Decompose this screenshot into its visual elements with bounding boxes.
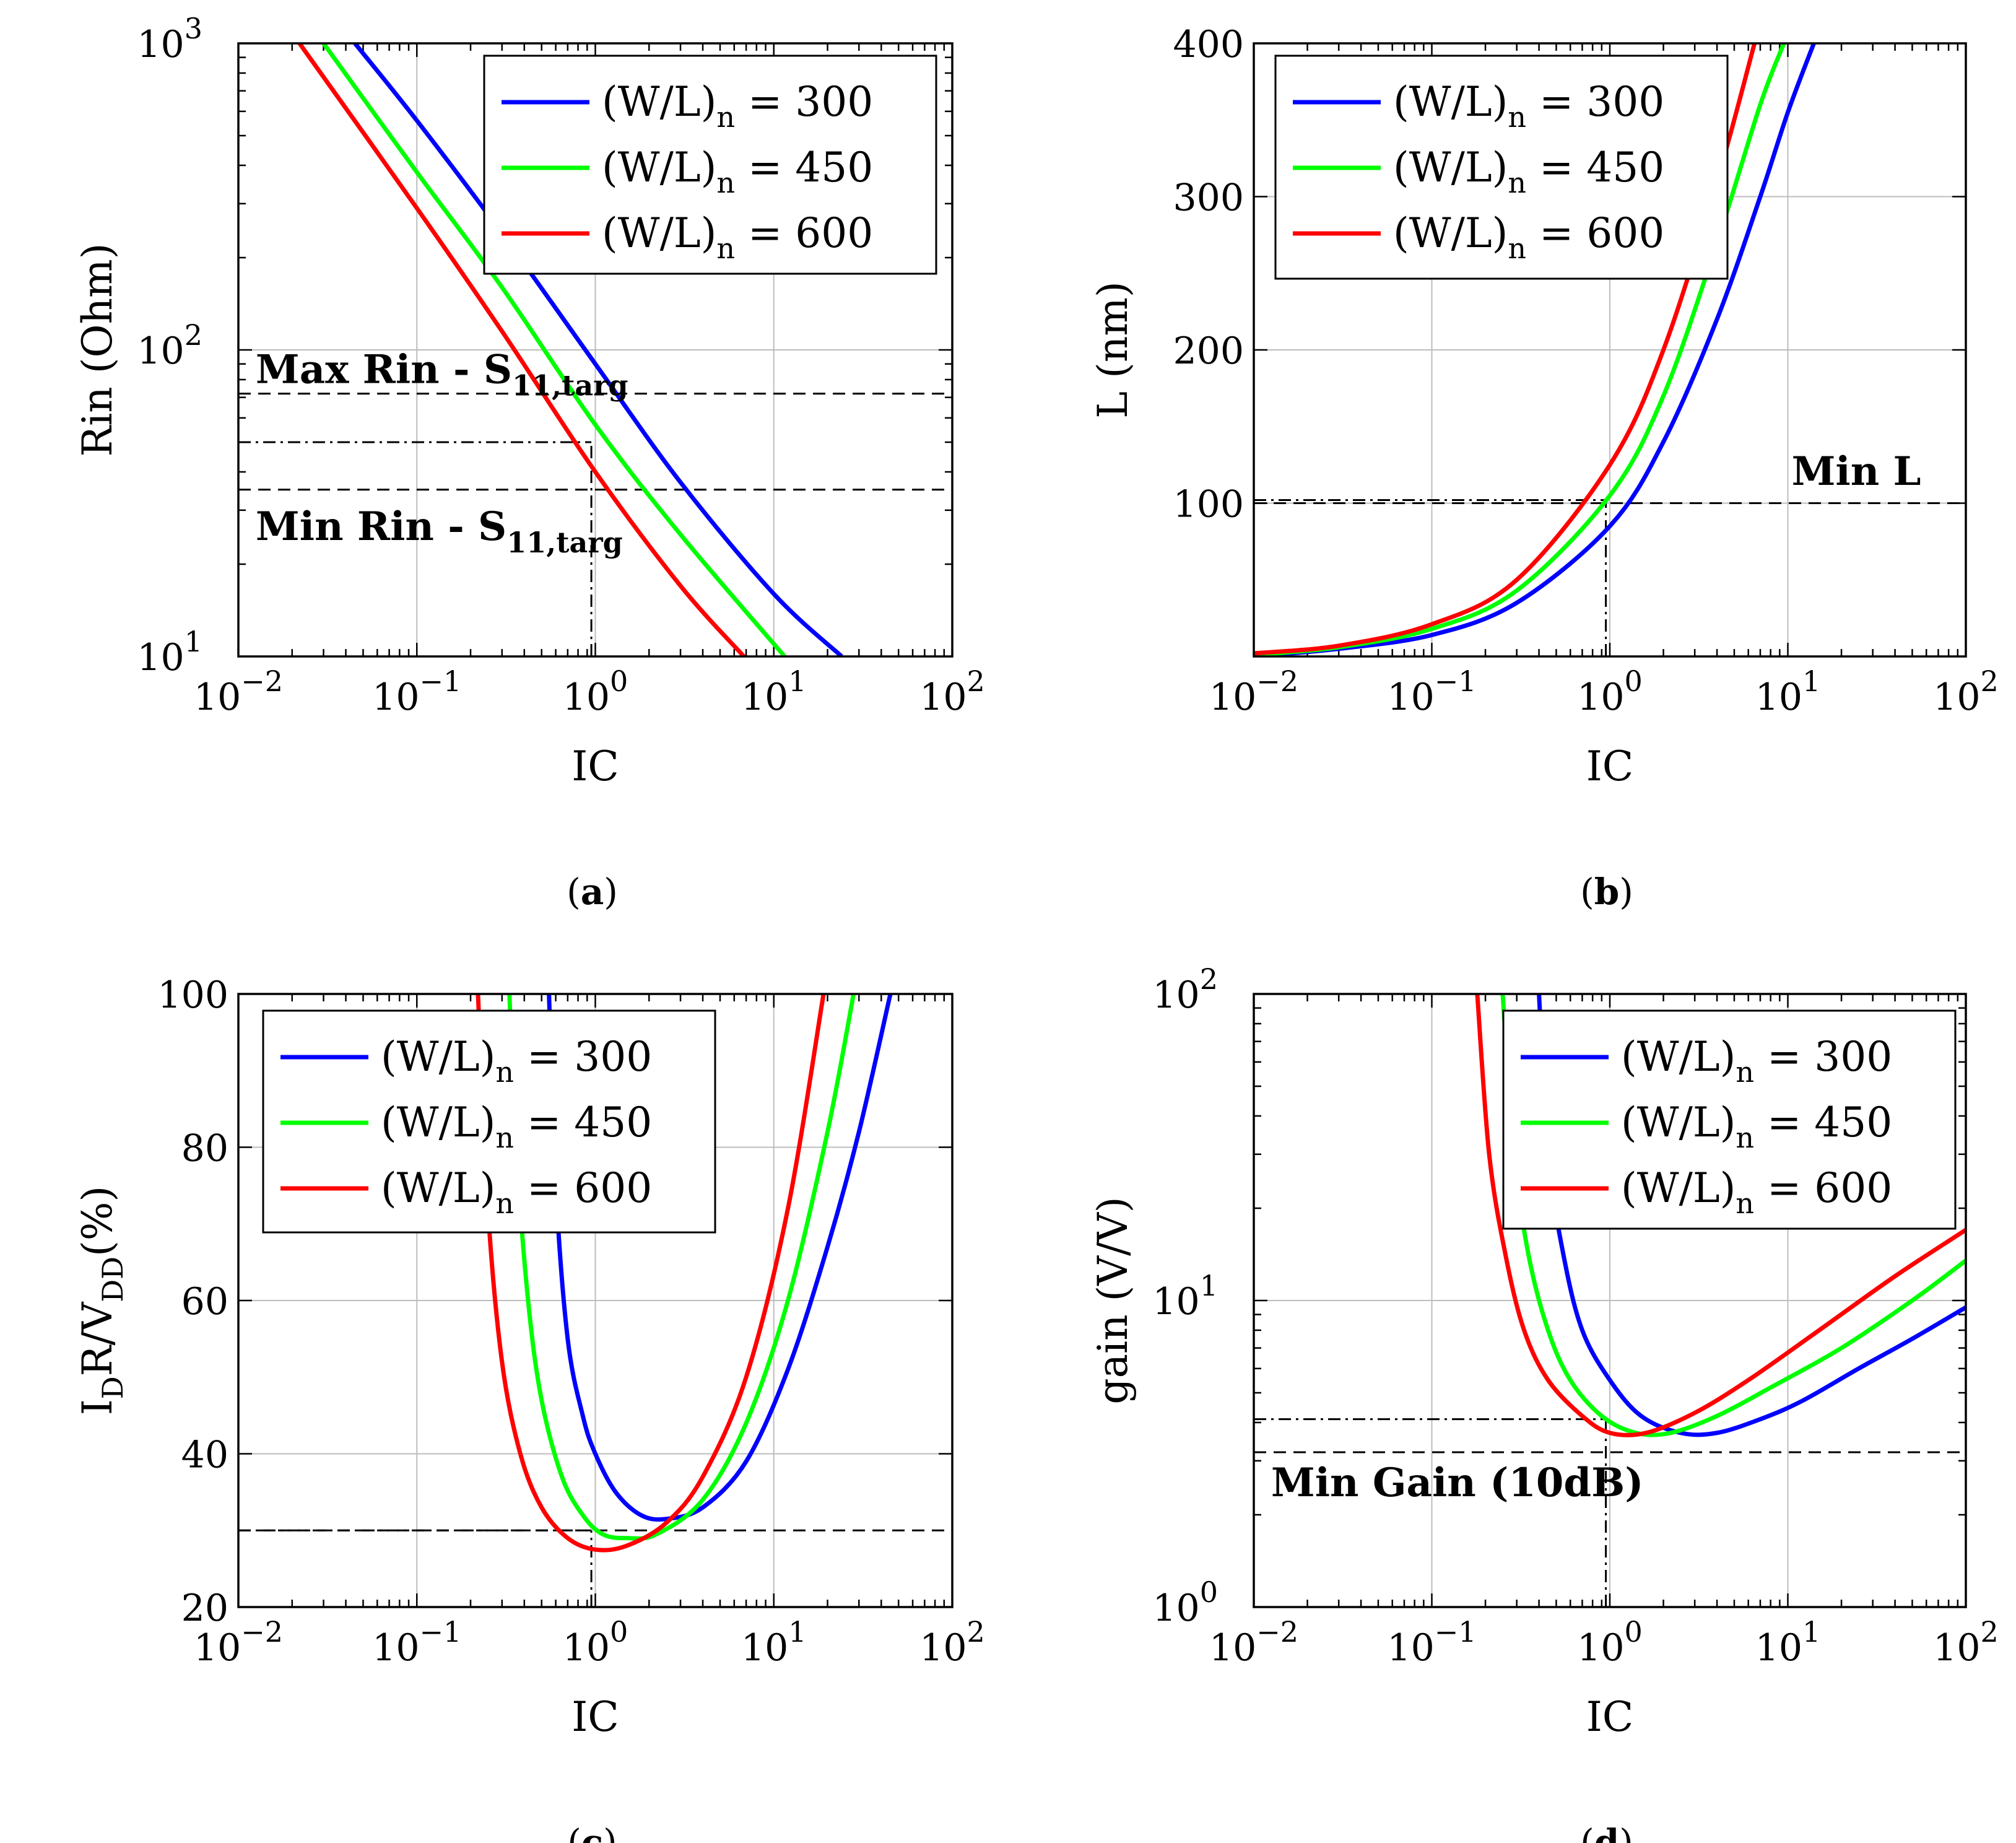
- x-tick-label: 102: [1933, 664, 1999, 719]
- panel-caption: (b): [1580, 871, 1633, 913]
- y-tick-label: 60: [181, 1280, 228, 1323]
- plot-frame: [1253, 993, 1967, 1608]
- legend-entry: (W/L)n = 450: [1621, 1099, 1892, 1154]
- series-line-2: [321, 43, 786, 656]
- chart-panel-c: 10−2 10−1 100 101 102 20 40 60 80 100 (W/L)n = 300…: [74, 974, 985, 1843]
- plot-frame: [237, 993, 954, 1608]
- plot-frame: [1253, 42, 1967, 658]
- legend-entry: (W/L)n = 300: [1621, 1033, 1892, 1089]
- series-line-2: [1254, 43, 1786, 656]
- x-axis-label: IC: [571, 1693, 619, 1741]
- x-axis-label: IC: [1586, 1693, 1634, 1741]
- series-line-1: [1254, 43, 1816, 656]
- y-tick-label: 100: [1152, 1575, 1218, 1630]
- y-tick-label: 400: [1173, 23, 1244, 66]
- annotation-label: Min L: [1792, 448, 1921, 495]
- y-tick-label: 80: [181, 1127, 228, 1170]
- x-tick-label: 101: [741, 1615, 807, 1670]
- y-tick-label: 101: [1152, 1269, 1218, 1323]
- legend: (W/L)n = 300 (W/L)n = 450 (W/L)n = 600: [1274, 54, 1729, 280]
- x-tick-label: 102: [919, 1615, 985, 1670]
- legend-entry: (W/L)n = 300: [1393, 78, 1664, 134]
- chart-panel-b: 10−2 10−1 100 101 102 100 200 300 400 Min L (W/L)n…: [1089, 23, 1999, 913]
- panel-caption: (a): [567, 871, 618, 913]
- y-tick-label: 200: [1173, 329, 1244, 373]
- y-tick-label: 300: [1173, 176, 1244, 220]
- y-tick-label: 100: [157, 974, 228, 1017]
- legend-entry: (W/L)n = 600: [602, 209, 873, 265]
- x-tick-label: 101: [1755, 664, 1821, 719]
- legend-entry: (W/L)n = 450: [602, 144, 873, 199]
- x-tick-label: 10−2: [1209, 1615, 1298, 1670]
- legend-entry: (W/L)n = 450: [381, 1099, 652, 1154]
- series-line-2: [507, 994, 856, 1541]
- series-line-1: [353, 43, 843, 656]
- x-tick-label: 10−1: [1387, 1615, 1476, 1670]
- legend-entry: (W/L)n = 600: [1393, 209, 1664, 265]
- series-line-1: [547, 994, 893, 1522]
- series-line-3: [297, 43, 746, 656]
- annotation-label: Min Rin - S11,targ: [256, 503, 623, 559]
- x-tick-label: 10−2: [1209, 664, 1298, 719]
- legend-entry: (W/L)n = 600: [381, 1164, 652, 1220]
- x-axis-label: IC: [571, 743, 619, 790]
- legend-entry: (W/L)n = 300: [381, 1033, 652, 1089]
- x-tick-label: 101: [741, 664, 807, 719]
- panel-caption: (d): [1580, 1821, 1633, 1843]
- x-tick-label: 100: [1577, 1615, 1643, 1670]
- axis-ticks: [237, 42, 954, 658]
- x-tick-label: 10−1: [372, 1615, 461, 1670]
- x-tick-label: 102: [1933, 1615, 1999, 1670]
- y-tick-label: 102: [1152, 962, 1218, 1017]
- x-tick-label: 100: [563, 664, 628, 719]
- annotation-label: Min Gain (10dB): [1271, 1460, 1644, 1506]
- x-tick-label: 10−1: [1387, 664, 1476, 719]
- y-tick-label: 20: [181, 1587, 228, 1630]
- x-tick-label: 10−1: [372, 664, 461, 719]
- series-curves: [476, 994, 893, 1553]
- y-axis-label: gain (V/V): [1089, 1196, 1137, 1404]
- panel-caption: (c): [567, 1821, 617, 1843]
- legend-box: [1502, 1009, 1957, 1230]
- x-tick-label: 100: [1577, 664, 1643, 719]
- y-tick-label: 102: [137, 318, 202, 373]
- y-tick-label: 40: [181, 1434, 228, 1477]
- x-axis-label: IC: [1586, 743, 1634, 790]
- x-tick-label: 102: [919, 664, 985, 719]
- legend-entry: (W/L)n = 600: [1621, 1164, 1892, 1220]
- series-line-3: [1475, 994, 1966, 1437]
- x-tick-label: 10−2: [194, 664, 283, 719]
- legend-entry: (W/L)n = 450: [1393, 144, 1664, 199]
- legend: (W/L)n = 300 (W/L)n = 450 (W/L)n = 600: [262, 1009, 716, 1234]
- legend-box: [483, 54, 937, 275]
- y-tick-label: 103: [137, 12, 202, 66]
- x-tick-label: 101: [1755, 1615, 1821, 1670]
- chart-panel-d: 10−2 10−1 100 101 102 100 101 102 Min Gain (10dB…: [1089, 962, 1999, 1843]
- reference-lines: [1254, 1418, 1966, 1607]
- y-axis-label: Rin (Ohm): [74, 243, 121, 457]
- legend-entry: (W/L)n = 300: [602, 78, 873, 134]
- y-tick-label: 100: [1173, 483, 1244, 526]
- x-tick-label: 100: [563, 1615, 628, 1670]
- series-line-3: [476, 994, 826, 1553]
- reference-lines: [1254, 499, 1966, 656]
- plot-frame: [237, 42, 954, 658]
- y-axis-label: IDR/VDD(%): [74, 1186, 129, 1416]
- legend: (W/L)n = 300 (W/L)n = 450 (W/L)n = 600: [1502, 1009, 1957, 1230]
- x-tick-label: 10−2: [194, 1615, 283, 1670]
- annotation-label: Max Rin - S11,targ: [256, 346, 628, 402]
- chart-panel-a: 10−2 10−1 100 101 102 101 102 103 Max Rin - S11,…: [74, 12, 985, 913]
- series-curves: [297, 43, 843, 656]
- y-tick-label: 101: [137, 625, 202, 679]
- y-axis-label: L (nm): [1089, 281, 1137, 418]
- legend: (W/L)n = 300 (W/L)n = 450 (W/L)n = 600: [483, 54, 937, 275]
- reference-lines: [238, 393, 952, 656]
